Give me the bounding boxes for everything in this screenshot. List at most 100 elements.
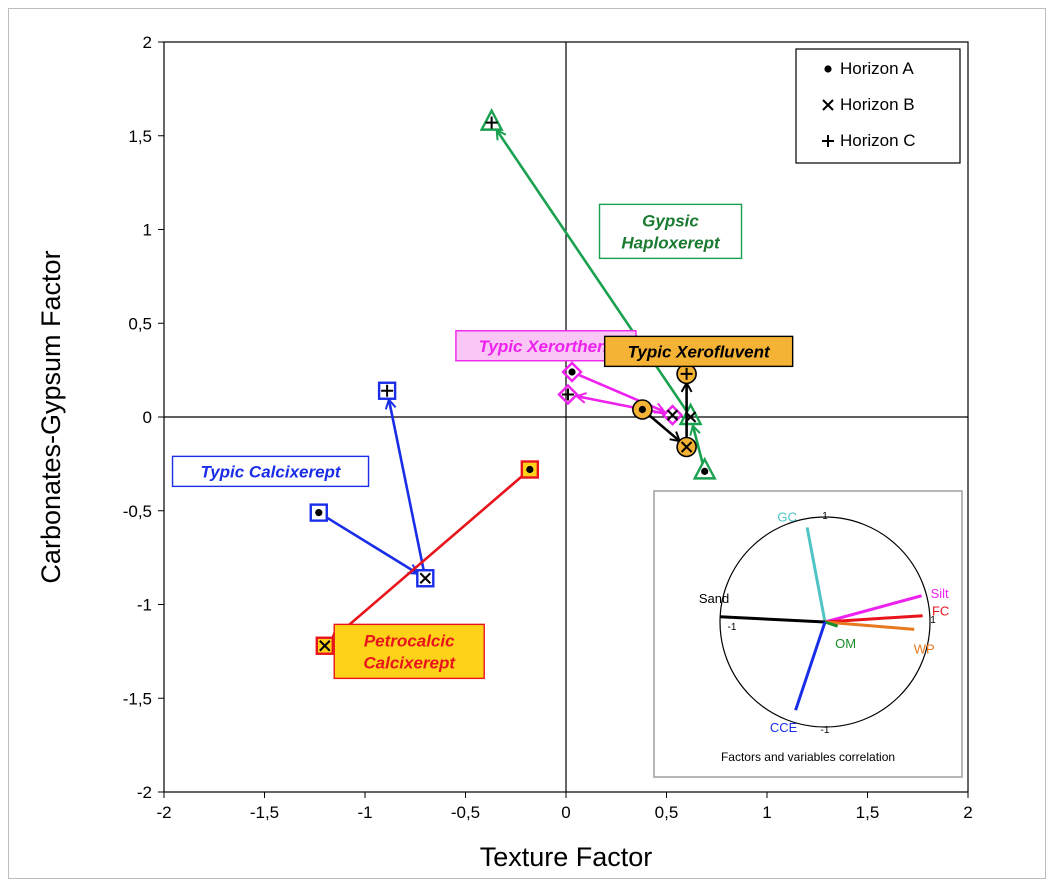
horizon-connector bbox=[647, 413, 681, 443]
inset-caption: Factors and variables correlation bbox=[721, 750, 895, 764]
data-point bbox=[632, 399, 653, 420]
soil-series: Typic Calcixerept bbox=[171, 381, 435, 588]
variable-label: Silt bbox=[931, 586, 949, 601]
diamond-marker bbox=[561, 361, 583, 383]
data-point bbox=[416, 569, 435, 588]
soil-series: Gypsic Haploxerept bbox=[479, 108, 743, 480]
x-tick-label: 0,5 bbox=[655, 803, 679, 822]
horizon-a-marker bbox=[315, 509, 323, 517]
series-label: Typic Xerofluvent bbox=[628, 342, 771, 361]
inset-tick-label: 1 bbox=[822, 511, 828, 522]
y-tick-label: -2 bbox=[137, 783, 152, 802]
y-tick-label: 0,5 bbox=[128, 314, 152, 333]
horizon-connector bbox=[691, 425, 704, 464]
figure-frame bbox=[8, 8, 1046, 879]
horizon-a-marker bbox=[526, 465, 534, 474]
horizon-connector bbox=[330, 473, 525, 641]
triangle-marker bbox=[479, 108, 504, 131]
variable-vector bbox=[805, 527, 827, 623]
series-label: Typic Calcixerept bbox=[200, 462, 341, 481]
x-tick-label: -1,5 bbox=[250, 803, 279, 822]
horizon-a-marker bbox=[701, 467, 709, 475]
horizon-c-marker bbox=[680, 367, 693, 380]
diamond-marker bbox=[557, 383, 579, 406]
x-tick-label: 2 bbox=[963, 803, 972, 822]
variable-vector bbox=[794, 621, 827, 711]
horizon-connector bbox=[324, 515, 419, 575]
data-point bbox=[479, 108, 504, 131]
data-point bbox=[676, 436, 697, 458]
data-point bbox=[557, 383, 579, 406]
horizon-c-marker bbox=[822, 135, 834, 147]
y-tick-label: -1 bbox=[137, 596, 152, 615]
variable-label: Sand bbox=[699, 591, 729, 606]
x-tick-label: 1,5 bbox=[856, 803, 880, 822]
variable-vector bbox=[824, 594, 922, 624]
y-tick-label: -1,5 bbox=[123, 689, 152, 708]
series-label-box bbox=[598, 203, 743, 260]
x-tick-label: 0 bbox=[561, 803, 570, 822]
y-tick-label: 2 bbox=[143, 33, 152, 52]
y-axis-title: Carbonates-Gypsum Factor bbox=[36, 250, 66, 583]
horizon-connector bbox=[387, 399, 425, 571]
correlation-circle-inset: 1 -1 1 -1 GC Silt FC WP Sand OM CCE Factors and var… bbox=[653, 490, 963, 778]
data-point bbox=[661, 404, 684, 426]
soil-series: Petrocalcic Calcixerept bbox=[315, 460, 540, 680]
variable-label: CCE bbox=[770, 720, 798, 735]
horizon-a-marker bbox=[824, 65, 832, 73]
data-point bbox=[676, 363, 697, 385]
horizon-b-marker bbox=[822, 99, 834, 111]
variable-vector bbox=[824, 614, 923, 624]
soil-series: Typic Xerofluvent bbox=[603, 335, 794, 458]
series-label: Gypsic bbox=[642, 211, 699, 230]
arrow-head bbox=[689, 423, 701, 436]
variable-label: OM bbox=[835, 636, 856, 651]
horizon-b-marker bbox=[680, 441, 693, 453]
horizon-c-marker bbox=[485, 116, 498, 129]
legend-label: Horizon A bbox=[840, 59, 914, 78]
series-label: Typic Xerorthent bbox=[479, 337, 615, 356]
horizon-b-marker bbox=[419, 572, 432, 584]
x-axis-title: Texture Factor bbox=[480, 842, 653, 872]
inset-tick-label: 1 bbox=[930, 615, 936, 626]
series-label: Petrocalcic bbox=[364, 631, 455, 650]
data-point bbox=[377, 381, 397, 400]
horizon-b-marker bbox=[666, 409, 679, 421]
correlation-circle bbox=[719, 516, 931, 728]
y-tick-label: 1,5 bbox=[128, 127, 152, 146]
variable-label: WP bbox=[914, 641, 935, 656]
variable-label: GC bbox=[777, 510, 797, 525]
x-tick-label: 1 bbox=[762, 803, 771, 822]
data-point bbox=[692, 456, 717, 480]
horizon-c-marker bbox=[562, 388, 575, 401]
series-label-box bbox=[333, 623, 485, 680]
y-tick-label: 0 bbox=[143, 408, 152, 427]
y-tick-label: 1 bbox=[143, 221, 152, 240]
data-point bbox=[520, 460, 540, 479]
x-tick-label: -0,5 bbox=[451, 803, 480, 822]
variable-label: FC bbox=[932, 604, 949, 619]
legend-label: Horizon C bbox=[840, 131, 916, 150]
x-tick-label: -1 bbox=[357, 803, 372, 822]
variable-vector bbox=[719, 615, 826, 624]
data-point bbox=[309, 503, 328, 522]
legend-label: Horizon B bbox=[840, 95, 915, 114]
legend-box bbox=[795, 48, 961, 164]
horizon-c-marker bbox=[381, 384, 394, 397]
y-tick-label: -0,5 bbox=[123, 502, 152, 521]
horizon-b-marker bbox=[319, 640, 331, 652]
series-label: Calcixerept bbox=[363, 653, 456, 672]
horizon-a-marker bbox=[568, 368, 576, 376]
inset-tick-label: -1 bbox=[728, 622, 737, 633]
x-tick-label: -2 bbox=[156, 803, 171, 822]
variable-vector bbox=[824, 620, 915, 631]
data-point bbox=[561, 361, 583, 383]
horizon-a-marker bbox=[638, 405, 646, 414]
series-label-box bbox=[603, 335, 794, 368]
legend: Horizon A Horizon B Horizon C bbox=[795, 48, 961, 164]
series-label: Haploxerept bbox=[621, 233, 721, 252]
inset-tick-label: -1 bbox=[821, 725, 830, 736]
diamond-marker bbox=[661, 404, 684, 426]
variable-vector bbox=[824, 620, 839, 628]
